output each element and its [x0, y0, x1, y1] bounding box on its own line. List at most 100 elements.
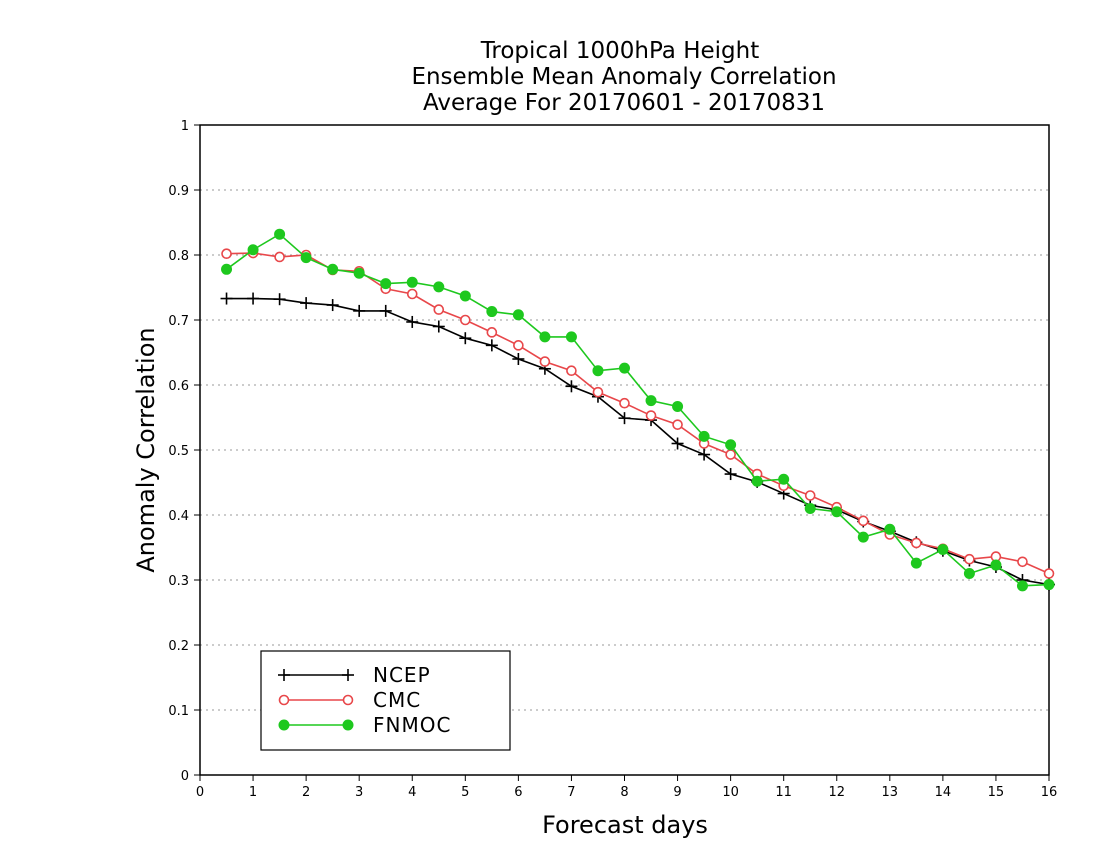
x-tick-label: 4: [408, 785, 416, 800]
data-point-ncep: [406, 315, 419, 328]
series-line-ncep: [226, 297, 1050, 586]
data-point-fnmoc: [857, 531, 869, 543]
y-axis-ticks: 0 0.1 0.2 0.3 0.4 0.5 0.6 0.7 0.8 0.9 1: [168, 119, 200, 784]
data-point-fnmoc: [353, 267, 365, 279]
x-axis-title: Forecast days: [542, 811, 708, 839]
y-tick-label: 0.5: [168, 444, 189, 459]
y-tick-label: 0.4: [168, 509, 189, 524]
x-tick-label: 5: [461, 785, 469, 800]
data-point-fnmoc: [725, 439, 737, 451]
data-point-cmc: [857, 515, 869, 527]
data-point-cmc: [619, 397, 630, 409]
data-point-ncep: [698, 448, 711, 461]
data-point-fnmoc: [963, 568, 975, 579]
data-point-fnmoc: [565, 331, 577, 343]
y-tick-label: 0.3: [168, 574, 189, 589]
series-fnmoc: [221, 228, 1055, 592]
y-tick-label: 0.8: [168, 249, 189, 264]
x-tick-label: 14: [935, 785, 952, 800]
data-point-ncep: [300, 297, 313, 310]
data-point-ncep: [724, 468, 737, 481]
x-tick-label: 16: [1041, 785, 1058, 800]
data-point-cmc: [964, 553, 975, 565]
data-point-ncep: [247, 292, 260, 305]
data-point-cmc: [433, 304, 445, 315]
legend-marker: [278, 669, 290, 681]
data-point-cmc: [804, 490, 816, 501]
x-tick-label: 2: [302, 785, 310, 800]
data-point-cmc: [1017, 556, 1028, 568]
x-axis-ticks: 0 1 2 3 4 5 6 7 8 9 10 11 12 13 14 15 16: [196, 775, 1057, 800]
chart-title: Tropical 1000hPa Height Ensemble Mean An…: [411, 38, 836, 116]
legend-marker: [278, 694, 290, 706]
legend-entry-cmc: CMC: [278, 688, 420, 712]
data-point-fnmoc: [406, 276, 418, 288]
legend-marker: [342, 719, 354, 731]
data-point-cmc: [911, 537, 922, 549]
legend-label-fnmoc: FNMOC: [373, 713, 451, 737]
x-tick-label: 7: [567, 785, 575, 800]
data-point-cmc: [274, 251, 285, 263]
data-point-fnmoc: [274, 228, 286, 240]
y-axis-title: Anomaly Correlation: [132, 327, 160, 572]
y-tick-label: 0.6: [168, 379, 189, 394]
data-point-fnmoc: [592, 365, 604, 377]
data-point-fnmoc: [486, 306, 498, 318]
x-tick-label: 6: [514, 785, 522, 800]
data-point-ncep: [485, 339, 498, 352]
data-point-cmc: [539, 356, 551, 367]
data-point-fnmoc: [512, 309, 524, 321]
data-point-ncep: [618, 412, 631, 425]
data-point-ncep: [671, 437, 684, 450]
x-tick-label: 8: [620, 785, 628, 800]
data-point-fnmoc: [1016, 580, 1028, 592]
data-point-fnmoc: [380, 278, 392, 290]
data-point-cmc: [592, 386, 604, 398]
legend-entry-fnmoc: FNMOC: [278, 713, 451, 737]
data-point-cmc: [725, 449, 736, 460]
series-cmc: [221, 247, 1055, 579]
data-point-fnmoc: [990, 559, 1002, 571]
data-point-fnmoc: [459, 290, 471, 302]
data-point-fnmoc: [327, 263, 339, 275]
data-point-cmc: [221, 248, 232, 259]
data-point-ncep: [220, 292, 233, 305]
y-tick-label: 0.9: [168, 184, 189, 199]
x-tick-label: 3: [355, 785, 363, 800]
data-point-cmc: [1043, 568, 1055, 579]
data-point-ncep: [379, 304, 392, 317]
data-point-fnmoc: [433, 281, 445, 293]
y-tick-label: 1: [181, 119, 189, 134]
data-point-cmc: [672, 419, 683, 430]
data-point-fnmoc: [645, 395, 657, 407]
x-tick-label: 11: [775, 785, 792, 800]
x-tick-label: 10: [722, 785, 739, 800]
x-tick-label: 9: [673, 785, 681, 800]
data-point-fnmoc: [221, 263, 233, 275]
data-point-fnmoc: [619, 362, 630, 374]
title-line-1: Tropical 1000hPa Height: [480, 38, 760, 64]
y-tick-label: 0: [181, 769, 189, 784]
legend-marker: [278, 719, 290, 731]
data-point-cmc: [645, 410, 657, 421]
data-point-fnmoc: [804, 503, 816, 514]
x-tick-label: 0: [196, 785, 204, 800]
x-tick-label: 15: [988, 785, 1005, 800]
series-line-cmc: [226, 252, 1050, 575]
data-point-fnmoc: [247, 244, 259, 256]
data-point-ncep: [459, 332, 472, 345]
x-tick-label: 12: [828, 785, 845, 800]
legend-marker: [342, 694, 354, 706]
y-tick-label: 0.7: [168, 314, 189, 329]
data-series: [220, 228, 1055, 592]
x-tick-label: 13: [882, 785, 899, 800]
data-point-fnmoc: [300, 252, 312, 264]
data-point-ncep: [432, 320, 445, 333]
data-point-fnmoc: [910, 557, 922, 569]
legend-label-ncep: NCEP: [373, 663, 431, 687]
data-point-fnmoc: [831, 506, 843, 518]
title-line-2: Ensemble Mean Anomaly Correlation: [411, 64, 836, 90]
legend-entry-ncep: NCEP: [278, 663, 431, 687]
